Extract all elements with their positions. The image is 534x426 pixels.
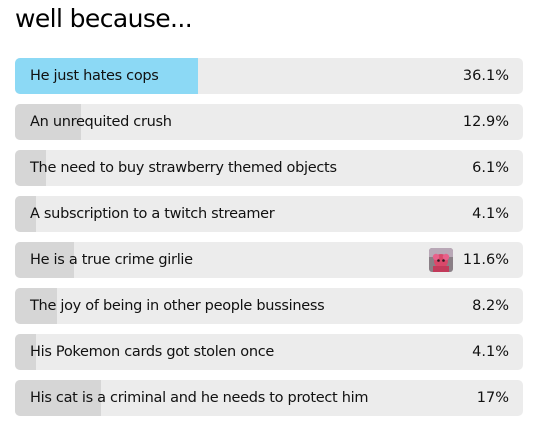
- poll-option[interactable]: His Pokemon cards got stolen once 4.1%: [15, 334, 523, 370]
- poll-options: He just hates cops 36.1% An unrequited c…: [15, 58, 523, 426]
- poll-option[interactable]: The joy of being in other people bussine…: [15, 288, 523, 324]
- poll-option-percent: 36.1%: [462, 68, 509, 84]
- poll-question: well because...: [15, 4, 193, 33]
- poll-option[interactable]: An unrequited crush 12.9%: [15, 104, 523, 140]
- poll-option-percent: 17%: [476, 390, 509, 406]
- poll-option-label: An unrequited crush: [30, 114, 172, 130]
- poll-option-percent: 4.1%: [472, 344, 509, 360]
- poll-option-label: He just hates cops: [30, 68, 159, 84]
- poll-option-label: A subscription to a twitch streamer: [30, 206, 275, 222]
- poll-option-label: He is a true crime girlie: [30, 252, 193, 268]
- poll-option-label: The need to buy strawberry themed object…: [30, 160, 337, 176]
- poll-option-result-bar: [15, 334, 36, 370]
- poll-option[interactable]: He just hates cops 36.1%: [15, 58, 523, 94]
- poll-option-result-bar: [15, 380, 102, 416]
- poll-option[interactable]: His cat is a criminal and he needs to pr…: [15, 380, 523, 416]
- poll-option-percent: 11.6%: [462, 252, 509, 268]
- poll-option-result-bar: [15, 196, 36, 232]
- voter-avatar-icon[interactable]: [429, 248, 453, 272]
- poll-option-result-bar: [15, 150, 46, 186]
- poll-option-percent: 4.1%: [472, 206, 509, 222]
- poll-option-label: The joy of being in other people bussine…: [30, 298, 325, 314]
- poll-option-label: His Pokemon cards got stolen once: [30, 344, 275, 360]
- poll-option-result-bar: [15, 288, 57, 324]
- poll-option-percent: 6.1%: [472, 160, 509, 176]
- poll-option-result-bar: [15, 242, 74, 278]
- poll-option-percent: 12.9%: [462, 114, 509, 130]
- poll-option[interactable]: He is a true crime girlie 11.6%: [15, 242, 523, 278]
- poll-option-percent: 8.2%: [472, 298, 509, 314]
- poll-option-label: His cat is a criminal and he needs to pr…: [30, 390, 369, 406]
- poll-option-result-bar: [15, 104, 81, 140]
- poll-option[interactable]: A subscription to a twitch streamer 4.1%: [15, 196, 523, 232]
- poll-option-result-bar: [15, 58, 199, 94]
- poll-option[interactable]: The need to buy strawberry themed object…: [15, 150, 523, 186]
